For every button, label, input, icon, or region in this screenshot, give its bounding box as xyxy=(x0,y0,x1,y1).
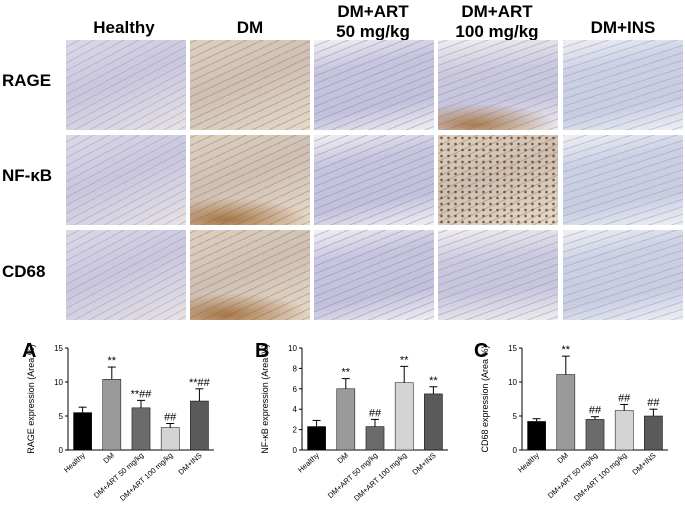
panel-letter-c: C xyxy=(474,340,489,362)
bar xyxy=(394,382,414,451)
x-tick-label: DM+ART 50 mg/kg xyxy=(546,451,599,500)
y-tick-label: 15 xyxy=(54,344,63,353)
bar xyxy=(73,412,92,451)
x-tick-label: DM+ART 100 mg/kg xyxy=(118,451,174,503)
x-tick-label: Healthy xyxy=(296,451,321,475)
bar xyxy=(307,426,326,451)
chart-cd68: CD68 expression (Area %) 0 5 10 15 Healthy ** D… xyxy=(480,344,668,503)
y-tick-label: 5 xyxy=(513,412,518,421)
bar xyxy=(131,407,151,451)
col-header-art50: DM+ART 50 mg/kg xyxy=(336,2,410,41)
significance-label: ** xyxy=(108,355,117,367)
micrograph-rage-art100 xyxy=(438,40,558,130)
panel-letter-b: B xyxy=(255,340,270,362)
bar xyxy=(336,388,356,451)
y-tick-label: 0 xyxy=(293,446,298,455)
micrograph-rage-art50 xyxy=(314,40,434,130)
significance-label: ## xyxy=(647,397,660,409)
micrograph-cd68-ins xyxy=(563,230,683,320)
x-tick-label: DM+ART 100 mg/kg xyxy=(352,451,408,503)
col-header-art100: DM+ART 100 mg/kg xyxy=(455,2,539,41)
y-tick-label: 10 xyxy=(288,344,297,353)
y-tick-label: 5 xyxy=(59,412,64,421)
significance-label: **## xyxy=(131,388,153,400)
bar xyxy=(365,426,385,451)
x-tick-label: Healthy xyxy=(516,451,541,475)
significance-label: ## xyxy=(369,407,382,419)
col-header-dm: DM xyxy=(236,18,264,37)
x-tick-label: DM xyxy=(101,451,116,465)
x-tick-label: DM+INS xyxy=(411,451,438,477)
row-label-rage: RAGE xyxy=(2,71,52,90)
y-axis-label: NF-κB expression (Area %) xyxy=(260,344,270,454)
bar xyxy=(585,419,605,451)
micrograph-cd68-art100 xyxy=(438,230,558,320)
x-tick-label: DM xyxy=(335,451,350,465)
col-header-healthy: Healthy xyxy=(93,18,155,37)
panel-letter-a: A xyxy=(22,340,37,362)
row-label-nfkb: NF-κB xyxy=(2,166,53,185)
y-tick-label: 2 xyxy=(293,426,298,435)
bar xyxy=(102,379,122,451)
micrograph-cd68-art50 xyxy=(314,230,434,320)
x-tick-label: DM+INS xyxy=(631,451,658,477)
bar xyxy=(527,421,546,451)
bar xyxy=(160,427,180,451)
micrograph-nfkb-art50 xyxy=(314,135,434,225)
y-tick-label: 0 xyxy=(513,446,518,455)
x-tick-label: DM+ART 100 mg/kg xyxy=(572,451,628,503)
micrograph-nfkb-dm xyxy=(190,135,310,225)
significance-label: ** xyxy=(400,354,409,366)
micrograph-rage-ins xyxy=(563,40,683,130)
row-label-cd68: CD68 xyxy=(2,262,46,281)
y-tick-label: 10 xyxy=(54,378,63,387)
x-tick-label: DM+ART 50 mg/kg xyxy=(92,451,145,500)
x-tick-label: DM+ART 50 mg/kg xyxy=(326,451,379,500)
y-tick-label: 8 xyxy=(293,364,298,373)
y-tick-label: 0 xyxy=(59,446,64,455)
significance-label: ## xyxy=(618,392,631,404)
y-tick-label: 15 xyxy=(508,344,517,353)
bar xyxy=(556,374,576,451)
bar xyxy=(190,400,209,451)
micrograph-nfkb-healthy xyxy=(66,135,186,225)
micrograph-rage-healthy xyxy=(66,40,186,130)
significance-label: ** xyxy=(562,344,571,356)
col-header-ins: DM+INS xyxy=(590,18,656,37)
y-axis-label: RAGE expression (Area %) xyxy=(26,344,36,454)
significance-label: ## xyxy=(164,411,177,423)
significance-label: **## xyxy=(189,377,211,389)
y-axis-label: CD68 expression (Area %) xyxy=(480,345,490,452)
micrograph-nfkb-ins xyxy=(563,135,683,225)
x-tick-label: DM xyxy=(555,451,570,465)
micrograph-rage-dm xyxy=(190,40,310,130)
y-tick-label: 6 xyxy=(293,385,298,394)
chart-rage: RAGE expression (Area %) 0 5 10 15 Healthy ** D… xyxy=(26,344,214,503)
y-tick-label: 10 xyxy=(508,378,517,387)
significance-label: ** xyxy=(429,375,438,387)
significance-label: ** xyxy=(342,367,351,379)
micrograph-cd68-dm xyxy=(190,230,310,320)
micrograph-cd68-healthy xyxy=(66,230,186,320)
bar xyxy=(614,410,634,451)
bar xyxy=(424,393,443,451)
significance-label: ## xyxy=(589,405,602,417)
chart-nfkb: NF-κB expression (Area %) 0 2 4 6 8 10 Healthy *… xyxy=(260,344,448,503)
bar xyxy=(644,415,663,451)
x-tick-label: Healthy xyxy=(62,451,87,475)
y-tick-label: 4 xyxy=(293,405,298,414)
micrograph-nfkb-art100 xyxy=(438,135,558,225)
x-tick-label: DM+INS xyxy=(177,451,204,477)
